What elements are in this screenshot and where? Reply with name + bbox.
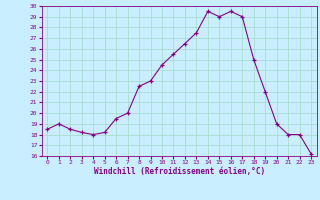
X-axis label: Windchill (Refroidissement éolien,°C): Windchill (Refroidissement éolien,°C)	[94, 167, 265, 176]
